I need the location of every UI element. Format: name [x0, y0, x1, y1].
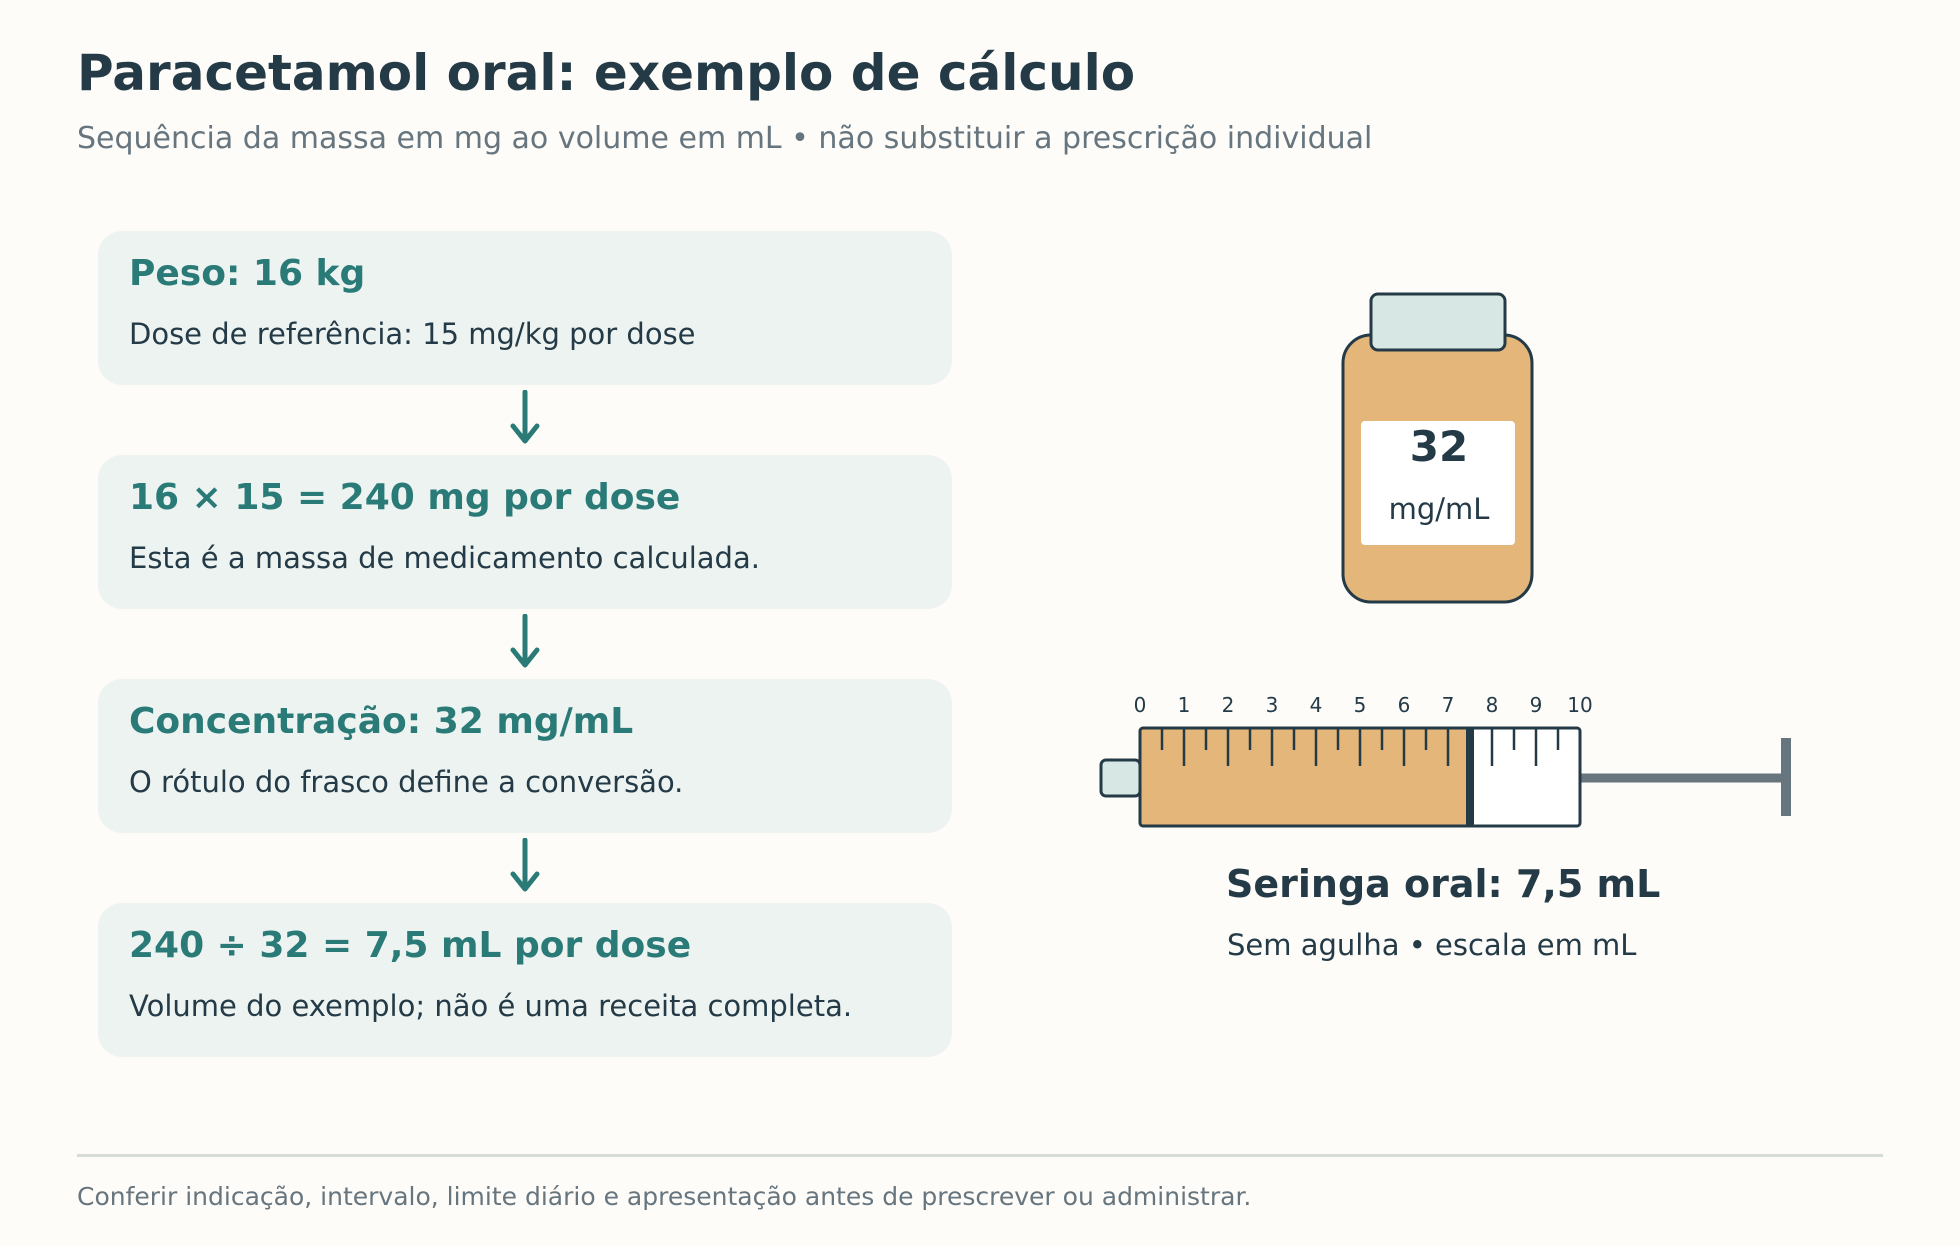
step-heading: 16 × 15 = 240 mg por dose [129, 477, 681, 518]
syringe-tip [1099, 758, 1142, 798]
syringe-subtitle: Sem agulha • escala em mL [1227, 928, 1637, 962]
syringe-scale-label: 9 [1530, 693, 1543, 717]
syringe-title: Seringa oral: 7,5 mL [1226, 862, 1661, 906]
syringe-scale-label: 2 [1222, 693, 1235, 717]
step-heading: Concentração: 32 mg/mL [129, 701, 634, 742]
syringe-scale-label: 1 [1178, 693, 1191, 717]
step-card-volume: 240 ÷ 32 = 7,5 mL por dose Volume do exe… [98, 903, 952, 1057]
page-subtitle: Sequência da massa em mg ao volume em mL… [77, 121, 1373, 156]
bottle-label [1361, 421, 1515, 545]
bottle-cap [1369, 292, 1507, 352]
down-arrow-icon [510, 390, 540, 444]
down-arrow-icon [510, 614, 540, 668]
step-heading: Peso: 16 kg [129, 253, 366, 294]
step-heading: 240 ÷ 32 = 7,5 mL por dose [129, 925, 692, 966]
bottle-concentration-value: 32 [1409, 422, 1469, 471]
step-text: Dose de referência: 15 mg/kg por dose [129, 317, 696, 351]
syringe-scale-label: 0 [1134, 693, 1147, 717]
syringe-scale-label: 6 [1398, 693, 1411, 717]
syringe-scale-label: 7 [1442, 693, 1455, 717]
syringe-liquid [1140, 728, 1470, 826]
syringe-scale-label: 3 [1266, 693, 1279, 717]
step-card-mass: 16 × 15 = 240 mg por dose Esta é a massa… [98, 455, 952, 609]
step-card-concentration: Concentração: 32 mg/mL O rótulo do frasc… [98, 679, 952, 833]
step-text: Esta é a massa de medicamento calculada. [129, 541, 760, 575]
step-text: Volume do exemplo; não é uma receita com… [129, 989, 853, 1023]
page-title: Paracetamol oral: exemplo de cálculo [77, 44, 1136, 102]
bottle-concentration-unit: mg/mL [1388, 492, 1490, 526]
syringe-scale-label: 5 [1354, 693, 1367, 717]
syringe-scale-label: 4 [1310, 693, 1323, 717]
down-arrow-icon [510, 838, 540, 892]
footer-note: Conferir indicação, intervalo, limite di… [77, 1182, 1252, 1211]
oral-syringe-icon: 0 1 2 3 4 5 6 7 8 9 10 [1099, 693, 1791, 828]
footer-divider [77, 1154, 1883, 1157]
medicine-bottle-icon [1341, 292, 1534, 604]
step-text: O rótulo do frasco define a conversão. [129, 765, 684, 799]
syringe-scale-label: 8 [1486, 693, 1499, 717]
syringe-scale-label: 10 [1567, 693, 1592, 717]
step-card-weight: Peso: 16 kg Dose de referência: 15 mg/kg… [98, 231, 952, 385]
